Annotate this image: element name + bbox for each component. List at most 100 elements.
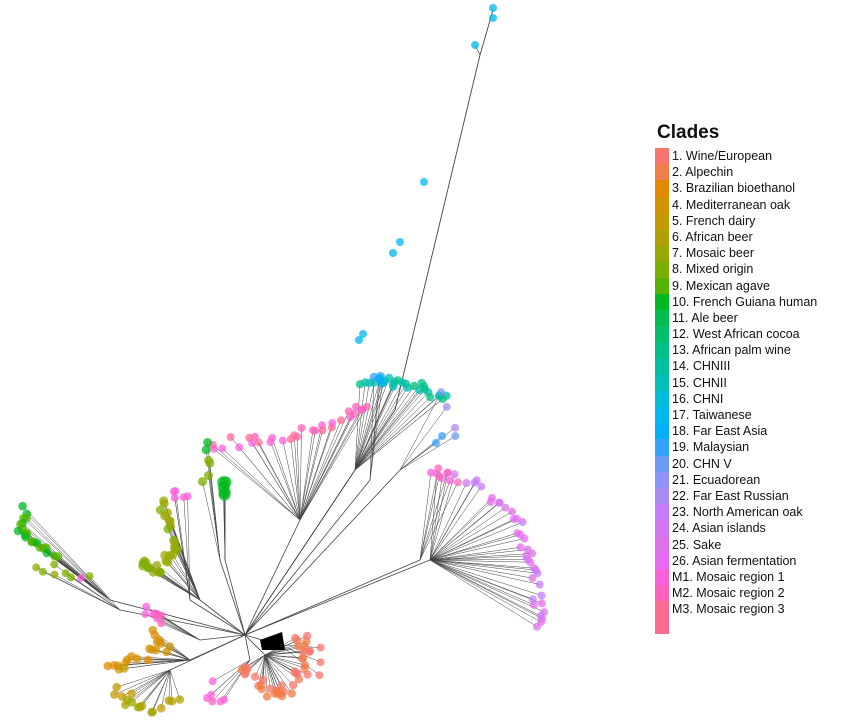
legend-swatch <box>655 164 669 181</box>
tree-tip <box>204 455 214 465</box>
legend-swatch <box>655 407 669 424</box>
tree-tip <box>156 703 166 713</box>
tree-branch <box>419 482 459 561</box>
tree-branch <box>354 398 443 471</box>
tree-branch <box>160 669 171 709</box>
tree-tip <box>315 671 324 680</box>
legend-item-label: M3. Mosaic region 3 <box>672 602 785 617</box>
tree-tip <box>426 393 435 402</box>
tree-branch <box>429 555 527 561</box>
tree-tip <box>537 591 546 600</box>
tree-tip <box>32 563 41 572</box>
tree-branch <box>251 442 301 521</box>
tree-branch <box>429 559 535 606</box>
tree-tip <box>486 498 495 506</box>
legend-swatch <box>655 601 669 618</box>
tree-branch <box>118 659 191 670</box>
tree-tip <box>489 14 497 22</box>
tree-branch <box>429 559 536 571</box>
legend-item-label: 25. Sake <box>672 537 722 552</box>
tree-tip <box>471 41 479 49</box>
tree-branch <box>429 478 443 561</box>
legend-swatch <box>655 423 669 440</box>
tree-branch <box>264 654 271 689</box>
tree-branch <box>354 382 370 471</box>
legend-swatch <box>655 358 669 375</box>
tree-tip <box>218 444 227 453</box>
tree-tip <box>316 643 325 652</box>
legend-swatch <box>655 487 669 505</box>
tree-branch <box>354 382 366 471</box>
legend-item-label: 15. CHNII <box>672 375 727 390</box>
tree-tip <box>528 549 537 558</box>
legend-item-label: 17. Taiwanese <box>672 408 752 422</box>
tree-branch <box>187 496 191 601</box>
tree-branch <box>429 559 528 561</box>
tree-branch <box>429 507 506 561</box>
tree-branch <box>264 654 295 672</box>
tree-branch <box>109 599 246 636</box>
tree-branch <box>222 448 301 521</box>
legend-item-label: 14. CHNIII <box>672 359 731 374</box>
tree-tip <box>157 619 166 628</box>
tree-tip <box>204 471 213 480</box>
tree-branch <box>175 491 191 601</box>
tree-tip <box>167 696 177 706</box>
tree-branch <box>137 669 171 708</box>
tree-tip <box>240 670 250 679</box>
tree-branch <box>264 654 292 694</box>
tree-branch <box>290 439 301 521</box>
tree-branch <box>199 599 246 636</box>
tree-branch <box>399 435 456 471</box>
tree-branch <box>429 474 455 561</box>
tree-tip <box>462 479 471 487</box>
tree-branch <box>22 523 111 601</box>
tree-branch <box>174 546 201 601</box>
tree-tip <box>254 438 263 447</box>
tree-branch <box>169 669 181 700</box>
tree-branch <box>429 511 513 561</box>
tree-tip <box>152 561 162 570</box>
legend-item-label: M2. Mosaic region 2 <box>672 586 785 601</box>
legend-swatch <box>655 617 669 634</box>
legend-item-label: 5. French dairy <box>672 213 756 228</box>
tree-branch <box>429 559 542 604</box>
legend-swatch <box>655 148 669 165</box>
tree-tip <box>509 515 518 524</box>
tree-branch <box>169 634 246 671</box>
tree-tip <box>278 436 287 445</box>
tree-branch <box>354 386 425 471</box>
tree-tip <box>318 426 327 435</box>
tree-tip <box>526 558 535 567</box>
tree-branch <box>299 406 357 521</box>
legend-item-label: 11. Ale beer <box>672 310 738 325</box>
legend-item-label: 7. Mosaic beer <box>672 246 754 261</box>
tree-tip <box>110 690 119 699</box>
tree-tip <box>155 567 165 577</box>
tree-tip <box>438 394 447 404</box>
tree-branch <box>299 422 333 521</box>
tree-tip <box>451 423 460 432</box>
tree-branch <box>354 378 381 471</box>
tree-tip <box>112 682 121 692</box>
tree-tip <box>530 600 538 609</box>
tree-branch <box>296 436 301 521</box>
tree-tip <box>163 524 173 534</box>
legend-item-label: 3. Brazilian bioethanol <box>672 181 795 196</box>
tree-tip <box>443 468 452 477</box>
tree-branch <box>26 518 111 601</box>
legend-item-label: 2. Alpechin <box>672 165 734 180</box>
tree-tip <box>171 487 180 496</box>
tree-tip <box>201 445 211 455</box>
tree-tip <box>50 570 59 579</box>
tree-branch <box>161 623 201 641</box>
tree-branch <box>419 468 439 561</box>
tree-branch <box>354 383 407 471</box>
tree-branch <box>293 435 301 521</box>
tree-tip <box>328 419 337 427</box>
tree-branch <box>299 430 316 521</box>
tree-branch <box>354 384 361 471</box>
legend-swatch <box>655 552 669 569</box>
tree-branch <box>429 486 482 561</box>
tree-tip <box>442 402 451 411</box>
